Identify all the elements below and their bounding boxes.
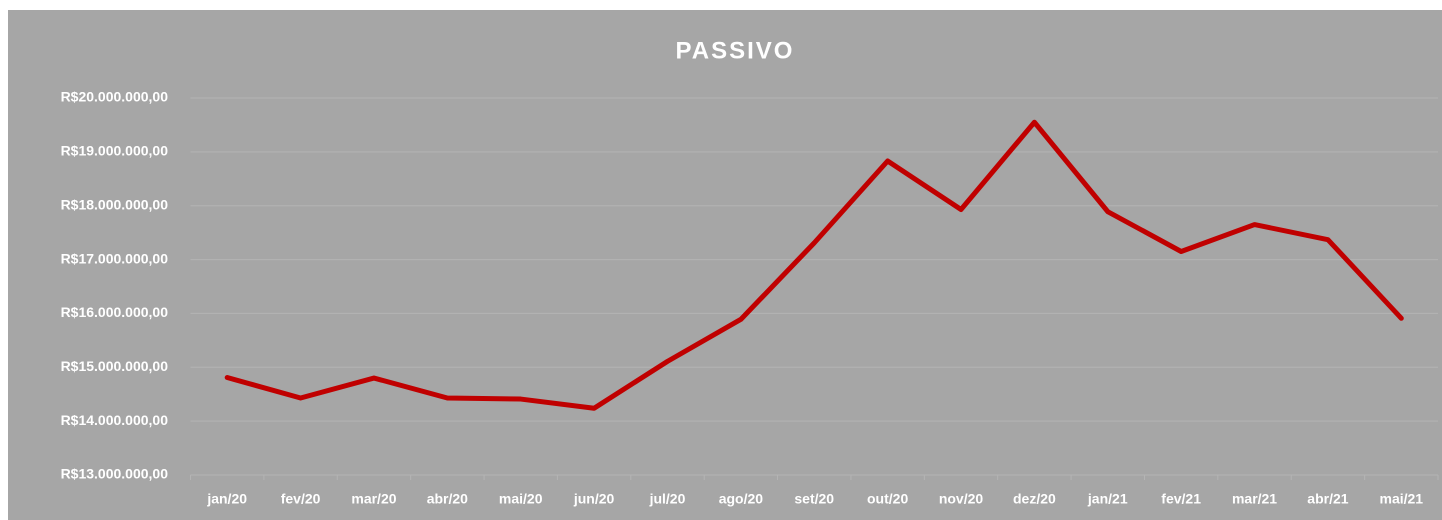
x-tick-label: ago/20 <box>719 491 764 507</box>
data-line <box>224 119 1404 411</box>
x-tick-label: mai/20 <box>499 491 543 507</box>
x-tick-label: jan/20 <box>206 491 247 507</box>
x-tick-label: fev/20 <box>281 491 321 507</box>
chart-background <box>8 10 1442 520</box>
x-tick-label: nov/20 <box>939 491 984 507</box>
y-tick-label: R$16.000.000,00 <box>61 304 169 320</box>
y-tick-label: R$18.000.000,00 <box>61 196 169 212</box>
x-tick-label: jan/21 <box>1087 491 1128 507</box>
x-tick-label: mar/21 <box>1232 491 1277 507</box>
x-tick-label: jun/20 <box>573 491 615 507</box>
y-tick-label: R$17.000.000,00 <box>61 250 169 266</box>
x-tick-label: jul/20 <box>649 491 686 507</box>
y-tick-label: R$14.000.000,00 <box>61 412 169 428</box>
x-tick-label: dez/20 <box>1013 491 1056 507</box>
y-tick-label: R$19.000.000,00 <box>61 143 169 159</box>
y-tick-label: R$13.000.000,00 <box>61 466 169 482</box>
y-tick-label: R$15.000.000,00 <box>61 358 169 374</box>
x-tick-label: out/20 <box>867 491 908 507</box>
x-tick-label: fev/21 <box>1161 491 1201 507</box>
x-tick-label: set/20 <box>794 491 834 507</box>
chart-title: PASSIVO <box>676 37 795 64</box>
x-tick-label: mai/21 <box>1380 491 1424 507</box>
x-tick-label: mar/20 <box>351 491 396 507</box>
y-tick-label: R$20.000.000,00 <box>61 89 169 105</box>
x-tick-label: abr/21 <box>1307 491 1348 507</box>
x-tick-label: abr/20 <box>427 491 468 507</box>
